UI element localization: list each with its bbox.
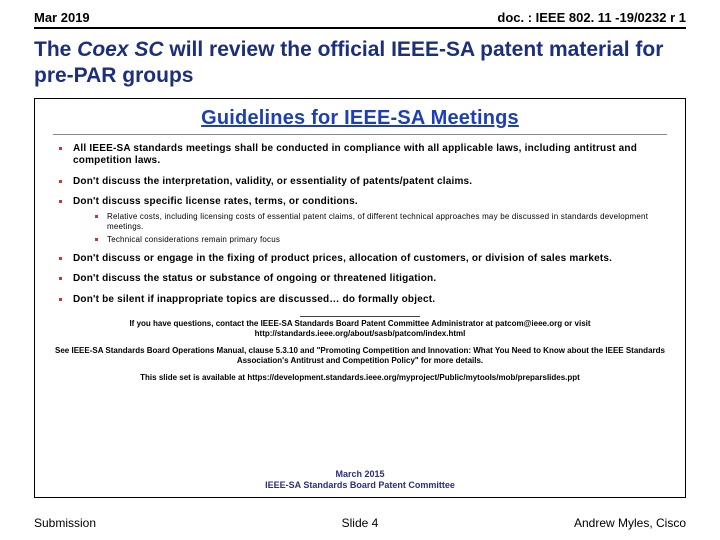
guideline-list: All IEEE-SA standards meetings shall be …: [53, 143, 667, 307]
footer-slide-number: Slide 4: [34, 516, 686, 530]
slide-footer: Submission Slide 4 Andrew Myles, Cisco: [34, 516, 686, 530]
bullet-item: Don't discuss or engage in the fixing of…: [59, 253, 667, 266]
sub-list: Relative costs, including licensing cost…: [73, 212, 667, 245]
bullet-item: Don't discuss the interpretation, validi…: [59, 176, 667, 189]
sub-item: Relative costs, including licensing cost…: [95, 212, 667, 232]
slide-title: The Coex SC will review the official IEE…: [0, 29, 720, 96]
bullet-item: Don't discuss specific license rates, te…: [59, 196, 667, 245]
embed-title: Guidelines for IEEE-SA Meetings: [53, 107, 667, 135]
header-date: Mar 2019: [34, 10, 90, 25]
header-doc-id: doc. : IEEE 802. 11 -19/0232 r 1: [497, 10, 686, 25]
info-manual: See IEEE-SA Standards Board Operations M…: [53, 346, 667, 367]
sub-item: Technical considerations remain primary …: [95, 235, 667, 245]
info-block: If you have questions, contact the IEEE-…: [53, 316, 667, 383]
bullet-item: Don't be silent if inappropriate topics …: [59, 294, 667, 307]
embedded-slide: Guidelines for IEEE-SA Meetings All IEEE…: [34, 98, 686, 498]
info-rule: [300, 316, 420, 317]
bullet-item: All IEEE-SA standards meetings shall be …: [59, 143, 667, 168]
title-prefix: The: [34, 38, 77, 61]
bullet-item: Don't discuss the status or substance of…: [59, 273, 667, 286]
embed-footer: March 2015 IEEE-SA Standards Board Paten…: [35, 469, 685, 491]
embed-footer-committee: IEEE-SA Standards Board Patent Committee: [35, 480, 685, 491]
info-availability: This slide set is available at https://d…: [53, 373, 667, 383]
embed-footer-date: March 2015: [35, 469, 685, 480]
title-italic: Coex SC: [77, 38, 163, 61]
info-contact: If you have questions, contact the IEEE-…: [53, 319, 667, 340]
slide-header: Mar 2019 doc. : IEEE 802. 11 -19/0232 r …: [0, 0, 720, 27]
